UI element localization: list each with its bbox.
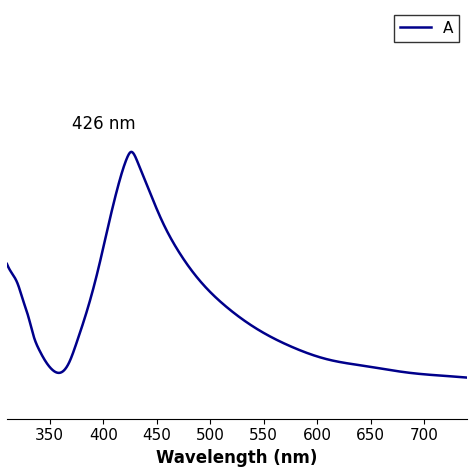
A [128, 149, 134, 155]
X-axis label: Wavelength (nm): Wavelength (nm) [156, 449, 318, 467]
A [228, 308, 234, 313]
A [451, 374, 457, 379]
A [4, 261, 10, 267]
Legend: A: A [394, 15, 459, 42]
Text: 426 nm: 426 nm [72, 115, 136, 133]
A [451, 374, 456, 379]
A [464, 375, 470, 381]
A [216, 297, 221, 303]
A [27, 321, 33, 327]
Line: A: A [7, 152, 467, 378]
A [366, 364, 372, 370]
